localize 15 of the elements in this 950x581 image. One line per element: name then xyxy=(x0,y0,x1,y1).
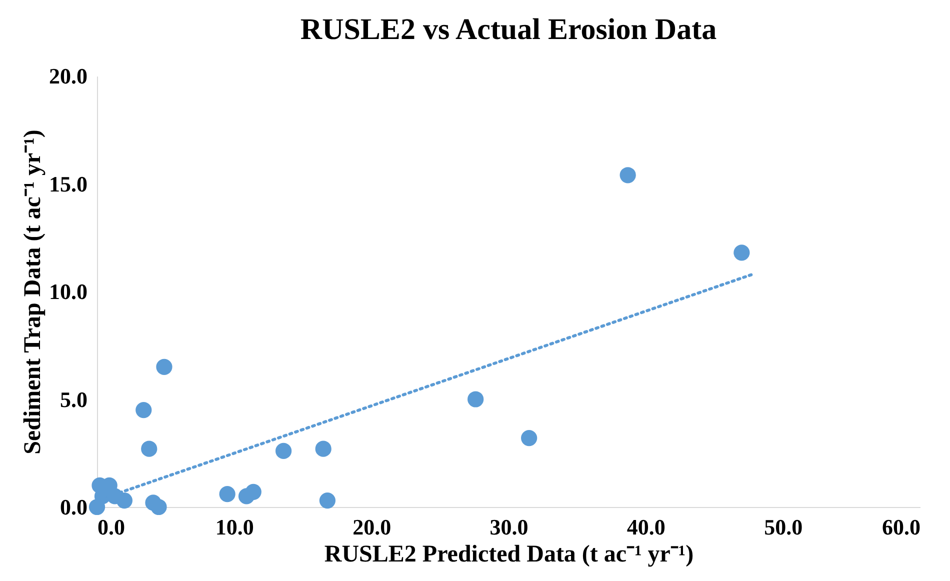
x-tick-label: 60.0 xyxy=(882,514,920,540)
x-tick-label: 40.0 xyxy=(626,514,666,540)
x-tick-label: 10.0 xyxy=(215,514,254,540)
y-tick-label: 15.0 xyxy=(49,171,88,196)
y-axis-title: Sediment Trap Data (t ac⁻¹ yr⁻¹) xyxy=(20,130,46,454)
chart-title: RUSLE2 vs Actual Erosion Data xyxy=(300,13,717,46)
x-tick-label: 30.0 xyxy=(490,514,528,540)
x-axis-title: RUSLE2 Predicted Data (t ac⁻¹ yr⁻¹) xyxy=(324,542,694,568)
y-tick-label: 0.0 xyxy=(60,494,88,520)
x-tick-label: 0.0 xyxy=(98,514,125,540)
y-tick-label: 5.0 xyxy=(60,386,88,412)
x-tick-label: 20.0 xyxy=(352,514,392,540)
y-tick-label: 10.0 xyxy=(49,279,88,304)
x-tick-label: 50.0 xyxy=(764,514,803,540)
y-tick-label: 20.0 xyxy=(49,64,88,88)
